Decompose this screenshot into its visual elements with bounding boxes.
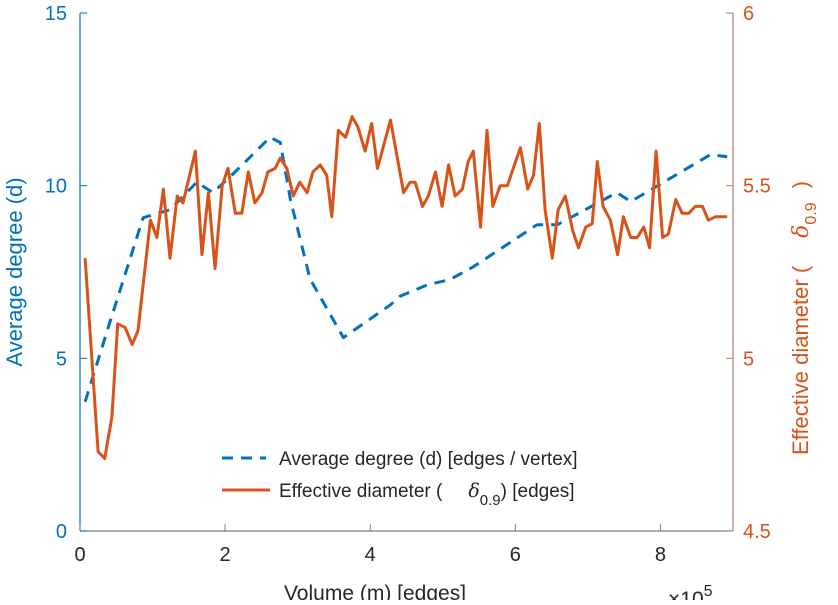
legend: Average degree (d) [edges / vertex] Effe… [222,449,578,509]
x-tick-label: 0 [74,544,85,566]
legend-label-effective-diameter: Effective diameter (δ0.9) [edges] [279,480,575,509]
y-left-tick-label: 15 [45,3,67,25]
y-axis-right-label: Effective diameter (δ0.9) [788,181,820,455]
series-line-average-degree [83,135,728,403]
y-right-tick-label: 6 [743,3,754,25]
y-right-tick-label: 5 [743,348,754,370]
y-right-tick-label: 4.5 [743,521,771,543]
legend-label-average-degree: Average degree (d) [edges / vertex] [279,449,578,470]
x-axis-exponent: ×105 [668,583,713,600]
y-right-tick-label: 5.5 [743,176,771,198]
axes: 0 2 4 6 8 0 5 10 15 4.5 5 5.5 6 [45,3,771,566]
plot-area [83,115,728,460]
x-tick-label: 4 [365,544,376,566]
x-tick-label: 2 [220,544,231,566]
y-left-tick-label: 10 [45,176,67,198]
x-tick-label: 8 [655,544,666,566]
y-axis-left-label: Average degree (d) [2,177,27,366]
series-line-effective-diameter [83,115,728,460]
y-left-tick-label: 5 [56,348,67,370]
x-tick-label: 6 [510,544,521,566]
y-left-tick-label: 0 [56,521,67,543]
x-axis-label: Volume (m) [edges] [284,582,466,600]
